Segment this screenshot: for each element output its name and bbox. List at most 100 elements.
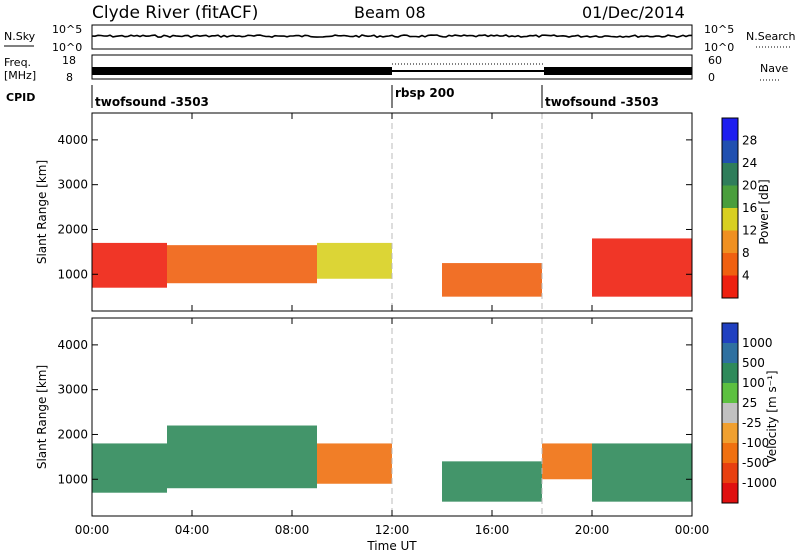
velocity-colorbar-label: Velocity [m s⁻¹] xyxy=(765,370,779,463)
x-tick-label: 00:00 xyxy=(675,523,710,537)
colorbar-segment xyxy=(722,403,738,424)
colorbar-tick-label: 4 xyxy=(742,269,750,283)
y-tick-label: 4000 xyxy=(57,133,88,147)
y-tick-label: 1000 xyxy=(57,267,88,281)
data-band xyxy=(442,263,542,297)
colorbar-segment xyxy=(722,208,738,231)
colorbar-tick-label: 8 xyxy=(742,246,750,260)
freq-right-tick-top: 60 xyxy=(708,54,722,67)
colorbar-tick-label: 12 xyxy=(742,224,757,238)
nsky-left-tick-top: 10^5 xyxy=(52,23,82,36)
nsky-trace xyxy=(91,34,692,39)
data-band xyxy=(592,443,692,502)
nsky-frame xyxy=(91,24,693,50)
colorbar-tick-label: 28 xyxy=(742,134,757,148)
colorbar-segment xyxy=(722,323,738,344)
colorbar-tick-label: 25 xyxy=(742,396,757,410)
freq-left-tick-top: 18 xyxy=(62,54,76,67)
x-tick-label: 08:00 xyxy=(275,523,310,537)
colorbar-segment xyxy=(722,463,738,484)
freq-bar-middle xyxy=(392,70,544,72)
colorbar-segment xyxy=(722,118,738,141)
freq-unit-label: [MHz] xyxy=(4,69,36,82)
plot-title: Clyde River (fitACF) xyxy=(92,3,258,23)
x-tick-label: 12:00 xyxy=(375,523,410,537)
x-tick-label: 00:00 xyxy=(75,523,110,537)
y-tick-label: 3000 xyxy=(57,383,88,397)
freq-bar-last xyxy=(544,67,692,75)
colorbar-tick-label: 16 xyxy=(742,201,757,215)
colorbar-segment xyxy=(722,443,738,464)
y-tick-label: 2000 xyxy=(57,222,88,236)
date-label: 01/Dec/2014 xyxy=(582,3,685,22)
nsky-panel: N.Sky 10^5 10^0 10^5 10^0 N.Search xyxy=(4,23,796,54)
colorbar-segment xyxy=(722,275,738,299)
power-ylabel: Slant Range [km] xyxy=(35,160,49,264)
velocity-ylabel: Slant Range [km] xyxy=(35,365,49,469)
nave-legend-label: Nave xyxy=(760,62,788,75)
x-tick-label: 16:00 xyxy=(475,523,510,537)
colorbar-tick-label: -25 xyxy=(742,416,762,430)
velocity-y-axis: 1000 2000 3000 4000 xyxy=(57,318,693,516)
data-band xyxy=(592,238,692,297)
freq-panel: Freq. [MHz] 18 8 60 0 Nave xyxy=(4,54,788,84)
velocity-panel: 1000 2000 3000 4000 Slant Range [km] 1000 50… xyxy=(35,317,779,517)
power-y-axis: 1000 2000 3000 4000 xyxy=(57,113,693,311)
velocity-colorbar: 1000 500 100 25 -25 -100 -500 -1000 xyxy=(721,322,777,504)
data-band xyxy=(317,242,392,279)
power-colorbar: 4 8 12 16 20 24 28 xyxy=(721,117,757,299)
cpid-segment-2: twofsound -3503 xyxy=(545,95,659,109)
colorbar-segment xyxy=(722,163,738,186)
data-band xyxy=(317,443,392,484)
nsearch-legend-label: N.Search xyxy=(746,30,796,43)
colorbar-segment xyxy=(722,343,738,364)
power-data-layer xyxy=(92,113,692,311)
x-tick-label: 20:00 xyxy=(575,523,610,537)
colorbar-segment xyxy=(722,423,738,444)
beam-label: Beam 08 xyxy=(354,3,426,22)
colorbar-tick-label: 100 xyxy=(742,376,765,390)
power-colorbar-label: Power [dB] xyxy=(757,179,771,244)
colorbar-segment xyxy=(722,140,738,164)
data-band xyxy=(92,443,167,493)
data-band xyxy=(167,425,317,489)
nsky-label: N.Sky xyxy=(4,30,36,43)
time-x-axis: 00:00 04:00 08:00 12:00 16:00 20:00 00:00 xyxy=(75,523,710,537)
data-band xyxy=(542,443,592,480)
colorbar-segment xyxy=(722,253,738,276)
colorbar-frame xyxy=(721,322,739,504)
nsky-right-tick-bottom: 10^0 xyxy=(704,41,734,54)
colorbar-tick-label: -500 xyxy=(742,456,769,470)
data-band xyxy=(442,461,542,502)
cpid-label: CPID xyxy=(6,91,35,104)
colorbar-tick-label: 20 xyxy=(742,179,757,193)
colorbar-tick-label: -100 xyxy=(742,436,769,450)
y-tick-label: 4000 xyxy=(57,338,88,352)
data-band xyxy=(167,245,317,284)
y-tick-label: 1000 xyxy=(57,472,88,486)
cpid-panel: CPID twofsound -3503 rbsp 200 twofsound … xyxy=(6,85,659,109)
colorbar-segment xyxy=(722,230,738,254)
y-tick-label: 3000 xyxy=(57,178,88,192)
colorbar-segment xyxy=(722,363,738,384)
freq-label: Freq. xyxy=(4,56,31,69)
freq-right-tick-bottom: 0 xyxy=(708,71,715,84)
cpid-segment-0: twofsound -3503 xyxy=(95,95,209,109)
x-tick-label: 04:00 xyxy=(175,523,210,537)
colorbar-segment xyxy=(722,383,738,404)
colorbar-segment xyxy=(722,483,738,504)
y-tick-label: 2000 xyxy=(57,427,88,441)
colorbar-tick-label: 24 xyxy=(742,156,757,170)
colorbar-segment xyxy=(722,185,738,209)
velocity-data-layer xyxy=(92,318,692,516)
cpid-segment-1: rbsp 200 xyxy=(395,86,454,100)
colorbar-tick-label: 500 xyxy=(742,356,765,370)
nsky-left-tick-bottom: 10^0 xyxy=(52,41,82,54)
freq-bar-first xyxy=(92,67,392,75)
colorbar-tick-label: -1000 xyxy=(742,476,777,490)
time-axis-label: Time UT xyxy=(366,539,417,553)
freq-left-tick-bottom: 8 xyxy=(66,71,73,84)
data-band xyxy=(92,242,167,288)
colorbar-tick-label: 1000 xyxy=(742,336,773,350)
